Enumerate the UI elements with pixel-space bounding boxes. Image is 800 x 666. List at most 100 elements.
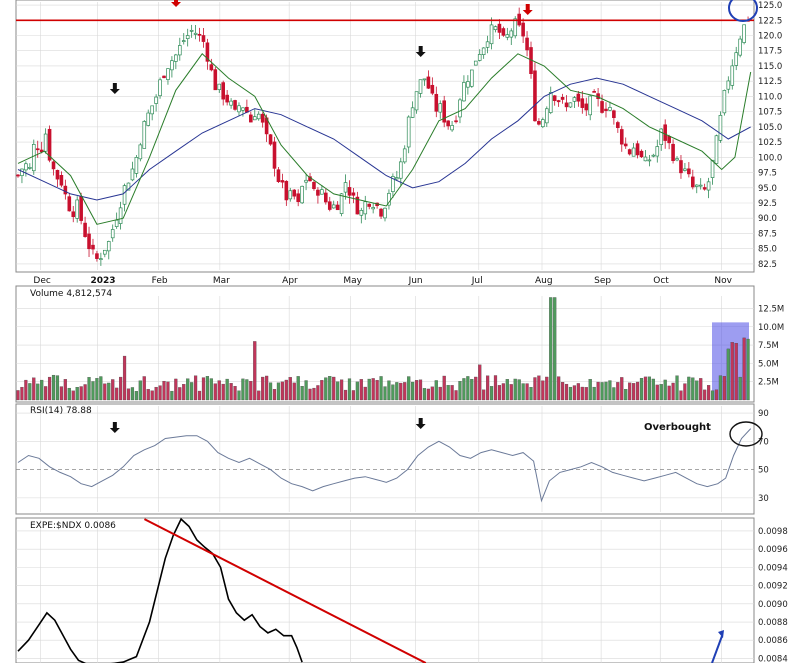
volume-bar [95, 378, 99, 401]
candle-body [683, 168, 687, 171]
volume-bar [525, 383, 529, 401]
volume-bar [604, 381, 608, 401]
volume-bar [726, 348, 730, 401]
volume-bar [55, 375, 60, 401]
volume-bar [36, 383, 40, 401]
candle-body [91, 244, 95, 250]
candle-body [229, 100, 233, 106]
volume-bar [651, 378, 655, 401]
candle-body [687, 168, 691, 175]
volume-bar [399, 382, 403, 401]
candle-body [43, 133, 48, 152]
candle-body [347, 187, 352, 196]
candle-body [505, 34, 510, 38]
volume-bar [679, 390, 683, 401]
candle-body [406, 116, 411, 148]
rsi-y-tick-label: 50 [758, 466, 769, 476]
candle-body [122, 185, 127, 205]
volume-bar [624, 389, 628, 401]
volume-bar [28, 383, 32, 401]
volume-bars [16, 297, 750, 401]
volume-bar [130, 387, 135, 401]
candle-body [355, 196, 360, 215]
volume-bar [193, 375, 198, 401]
volume-bar [462, 378, 466, 401]
volume-bar [517, 379, 521, 401]
candle-body [671, 143, 675, 161]
volume-bar [592, 386, 596, 401]
candle-body [387, 192, 391, 206]
volume-bar [150, 390, 154, 401]
price-y-tick-label: 97.5 [758, 169, 777, 179]
volume-bar [691, 377, 695, 401]
volume-bar [300, 386, 304, 401]
volume-bar [533, 377, 537, 401]
candle-body [193, 32, 198, 35]
volume-bar [407, 376, 411, 401]
volume-bar [320, 380, 324, 401]
price-y-tick-label: 112.5 [758, 77, 782, 87]
candle-body [110, 229, 115, 239]
volume-bar [261, 376, 265, 401]
candle-body [181, 40, 186, 42]
volume-bar [703, 389, 707, 401]
candle-body [24, 163, 28, 171]
candle-body [162, 75, 166, 79]
candle-body [734, 52, 739, 66]
price-y-tick-label: 85.0 [758, 245, 777, 255]
candle-body [213, 69, 218, 91]
volume-y-tick-label: 5.0M [758, 359, 779, 369]
volume-bar [142, 376, 146, 401]
candle-body [114, 219, 119, 227]
candle-body [592, 91, 596, 93]
candle-body [564, 102, 569, 108]
volume-bar [276, 382, 281, 401]
candle-body [126, 182, 131, 191]
ratio-y-tick-label: 0.0086 [758, 636, 788, 646]
x-tick-label: Feb [152, 276, 168, 286]
volume-bar [628, 382, 632, 401]
candle-body [655, 146, 660, 157]
candle-body [316, 189, 320, 196]
volume-bar [675, 375, 679, 401]
candle-body [95, 253, 99, 259]
volume-bar [474, 376, 478, 401]
candle-body [572, 97, 577, 102]
volume-bar [367, 378, 371, 401]
candle-body [454, 120, 458, 123]
candle-body [489, 24, 494, 45]
breakout-circle [728, 0, 758, 22]
candle-body [268, 134, 273, 145]
volume-bar [158, 385, 162, 401]
ratio-line [17, 517, 303, 666]
volume-bar [75, 387, 79, 401]
candle-body [470, 69, 474, 87]
price-arrow-red [171, 0, 182, 7]
candle-body [552, 95, 557, 101]
candle-body [138, 144, 143, 160]
overlay-lines [16, 19, 754, 666]
x-tick-label: Dec [33, 276, 50, 286]
candle-body [714, 135, 719, 164]
candle-body [679, 160, 683, 174]
candle-body [217, 83, 222, 90]
volume-bar [466, 376, 470, 401]
volume-bar [40, 379, 44, 401]
candle-body [544, 108, 549, 124]
candles [16, 7, 750, 266]
x-tick-label: Sep [594, 276, 611, 286]
volume-bar [718, 375, 723, 401]
candle-body [667, 135, 671, 144]
candle-body [525, 37, 529, 51]
volume-bar [568, 386, 573, 401]
candle-body [335, 204, 340, 211]
volume-bar [308, 388, 312, 401]
volume-bar [414, 380, 419, 401]
candle-body [438, 103, 443, 113]
candle-body [331, 204, 336, 209]
price-y-tick-label: 100.0 [758, 153, 782, 163]
volume-bar [91, 381, 95, 401]
candle-body [462, 82, 466, 102]
price-y-tick-label: 125.0 [758, 1, 782, 11]
candle-body [458, 99, 462, 118]
